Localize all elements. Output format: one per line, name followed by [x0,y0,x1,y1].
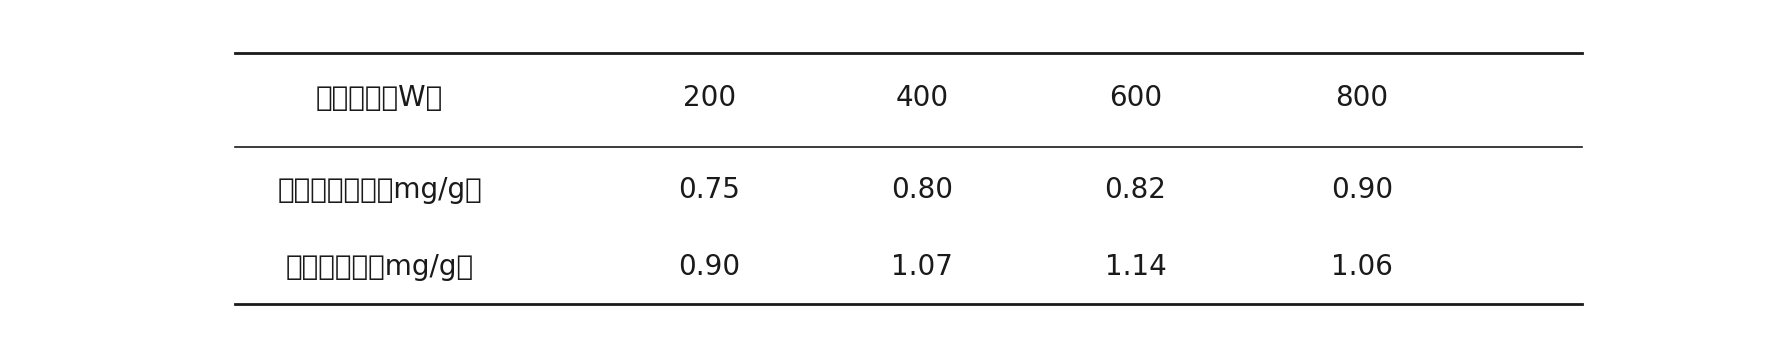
Text: 400: 400 [895,84,949,112]
Text: 200: 200 [683,84,736,112]
Text: 总蔚醜含量（mg/g）: 总蔚醜含量（mg/g） [285,253,473,281]
Text: 0.82: 0.82 [1105,176,1167,204]
Text: 超声功率（W）: 超声功率（W） [316,84,443,112]
Text: 0.90: 0.90 [1332,176,1394,204]
Text: 1.06: 1.06 [1332,253,1394,281]
Text: 0.80: 0.80 [892,176,954,204]
Text: 800: 800 [1335,84,1388,112]
Text: 600: 600 [1108,84,1161,112]
Text: 0.90: 0.90 [679,253,741,281]
Text: 游离蔚醜含量（mg/g）: 游离蔚醜含量（mg/g） [277,176,482,204]
Text: 1.07: 1.07 [892,253,954,281]
Text: 0.75: 0.75 [679,176,741,204]
Text: 1.14: 1.14 [1105,253,1167,281]
